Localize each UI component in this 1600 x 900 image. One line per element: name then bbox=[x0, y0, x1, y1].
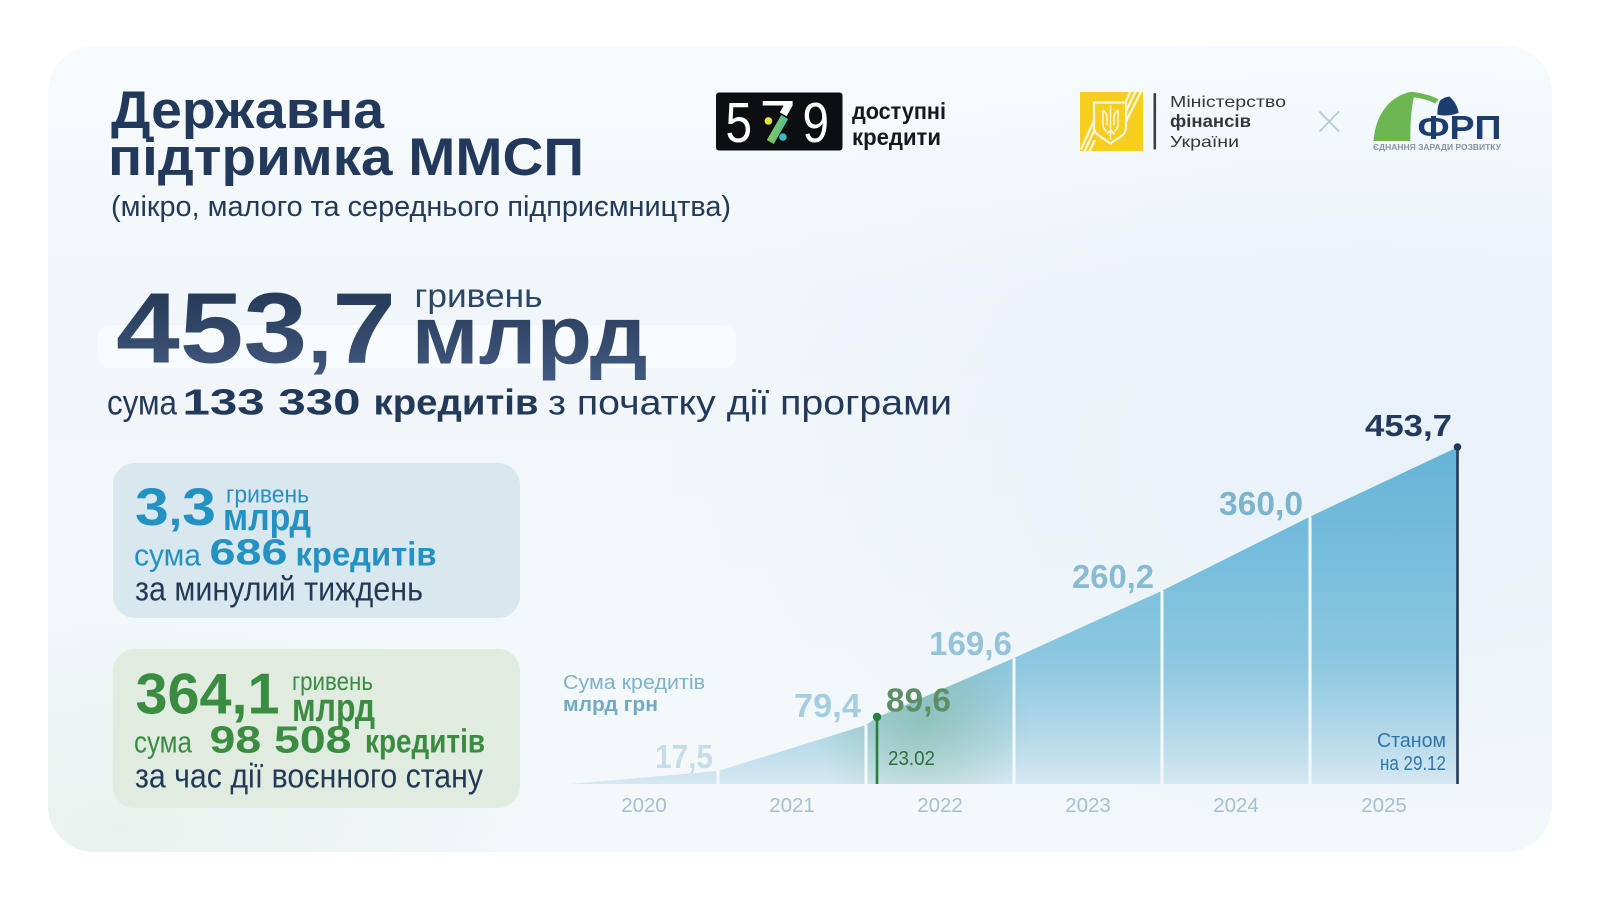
svg-text:79,4: 79,4 bbox=[794, 687, 862, 724]
svg-text:сума: сума bbox=[134, 538, 202, 573]
svg-text:453,7: 453,7 bbox=[116, 273, 396, 385]
svg-text:3,3: 3,3 bbox=[135, 478, 216, 537]
svg-text:Міністерство: Міністерство bbox=[1170, 94, 1286, 111]
svg-text:9: 9 bbox=[803, 91, 830, 155]
svg-text:доступні: доступні bbox=[852, 98, 946, 124]
svg-text:млрд: млрд bbox=[412, 289, 648, 382]
svg-text:98 508: 98 508 bbox=[210, 720, 352, 762]
svg-text:ЄДНАННЯ ЗАРАДИ РОЗВИТКУ: ЄДНАННЯ ЗАРАДИ РОЗВИТКУ bbox=[1373, 143, 1501, 152]
svg-text:ФРП: ФРП bbox=[1418, 109, 1502, 146]
svg-text:кредитів: кредитів bbox=[374, 382, 539, 423]
svg-text:гривень: гривень bbox=[226, 482, 309, 509]
svg-text:89,6: 89,6 bbox=[886, 682, 951, 719]
svg-text:(мікро, малого та середнього п: (мікро, малого та середнього підприємниц… bbox=[111, 191, 731, 223]
svg-text:169,6: 169,6 bbox=[929, 625, 1012, 662]
svg-text:5: 5 bbox=[726, 91, 753, 155]
svg-text:260,2: 260,2 bbox=[1072, 558, 1154, 595]
svg-text:364,1: 364,1 bbox=[136, 663, 280, 727]
svg-text:за минулий тиждень: за минулий тиждень bbox=[135, 571, 423, 609]
svg-text:2023: 2023 bbox=[1065, 794, 1111, 817]
svg-text:млрд: млрд bbox=[223, 497, 311, 539]
svg-text:Станом: Станом bbox=[1377, 730, 1446, 752]
svg-text:2020: 2020 bbox=[621, 794, 667, 817]
svg-text:23.02: 23.02 bbox=[888, 748, 935, 770]
svg-text:453,7: 453,7 bbox=[1365, 408, 1452, 443]
svg-text:гривень: гривень bbox=[292, 666, 373, 696]
svg-text:України: України bbox=[1170, 134, 1239, 151]
svg-text:фінансів: фінансів bbox=[1170, 111, 1251, 131]
svg-text:кредитів: кредитів bbox=[296, 536, 437, 573]
svg-text:гривень: гривень bbox=[415, 277, 543, 314]
svg-text:133 330: 133 330 bbox=[183, 382, 361, 423]
svg-text:360,0: 360,0 bbox=[1219, 485, 1303, 522]
svg-text:Сума кредитів: Сума кредитів bbox=[563, 672, 705, 694]
svg-text:2021: 2021 bbox=[769, 794, 815, 817]
svg-text:Державна: Державна bbox=[111, 81, 385, 140]
svg-text:млрд грн: млрд грн bbox=[563, 694, 658, 716]
svg-text:млрд: млрд bbox=[292, 686, 375, 730]
svg-text:2024: 2024 bbox=[1213, 794, 1259, 817]
svg-text:кредитів: кредитів bbox=[365, 723, 485, 760]
svg-text:686: 686 bbox=[210, 532, 288, 573]
svg-text:сума: сума bbox=[134, 725, 193, 760]
svg-text:на 29.12: на 29.12 bbox=[1380, 753, 1446, 775]
svg-text:підтримка ММСП: підтримка ММСП bbox=[108, 128, 584, 187]
svg-text:17,5: 17,5 bbox=[655, 738, 713, 775]
svg-text:2025: 2025 bbox=[1361, 794, 1407, 817]
svg-text:2022: 2022 bbox=[917, 794, 963, 817]
svg-text:кредити: кредити bbox=[852, 124, 941, 150]
svg-text:за час дії воєнного стану: за час дії воєнного стану bbox=[135, 758, 483, 796]
svg-text:сума: сума bbox=[107, 384, 177, 423]
svg-text:з початку дії програми: з початку дії програми bbox=[548, 384, 952, 423]
